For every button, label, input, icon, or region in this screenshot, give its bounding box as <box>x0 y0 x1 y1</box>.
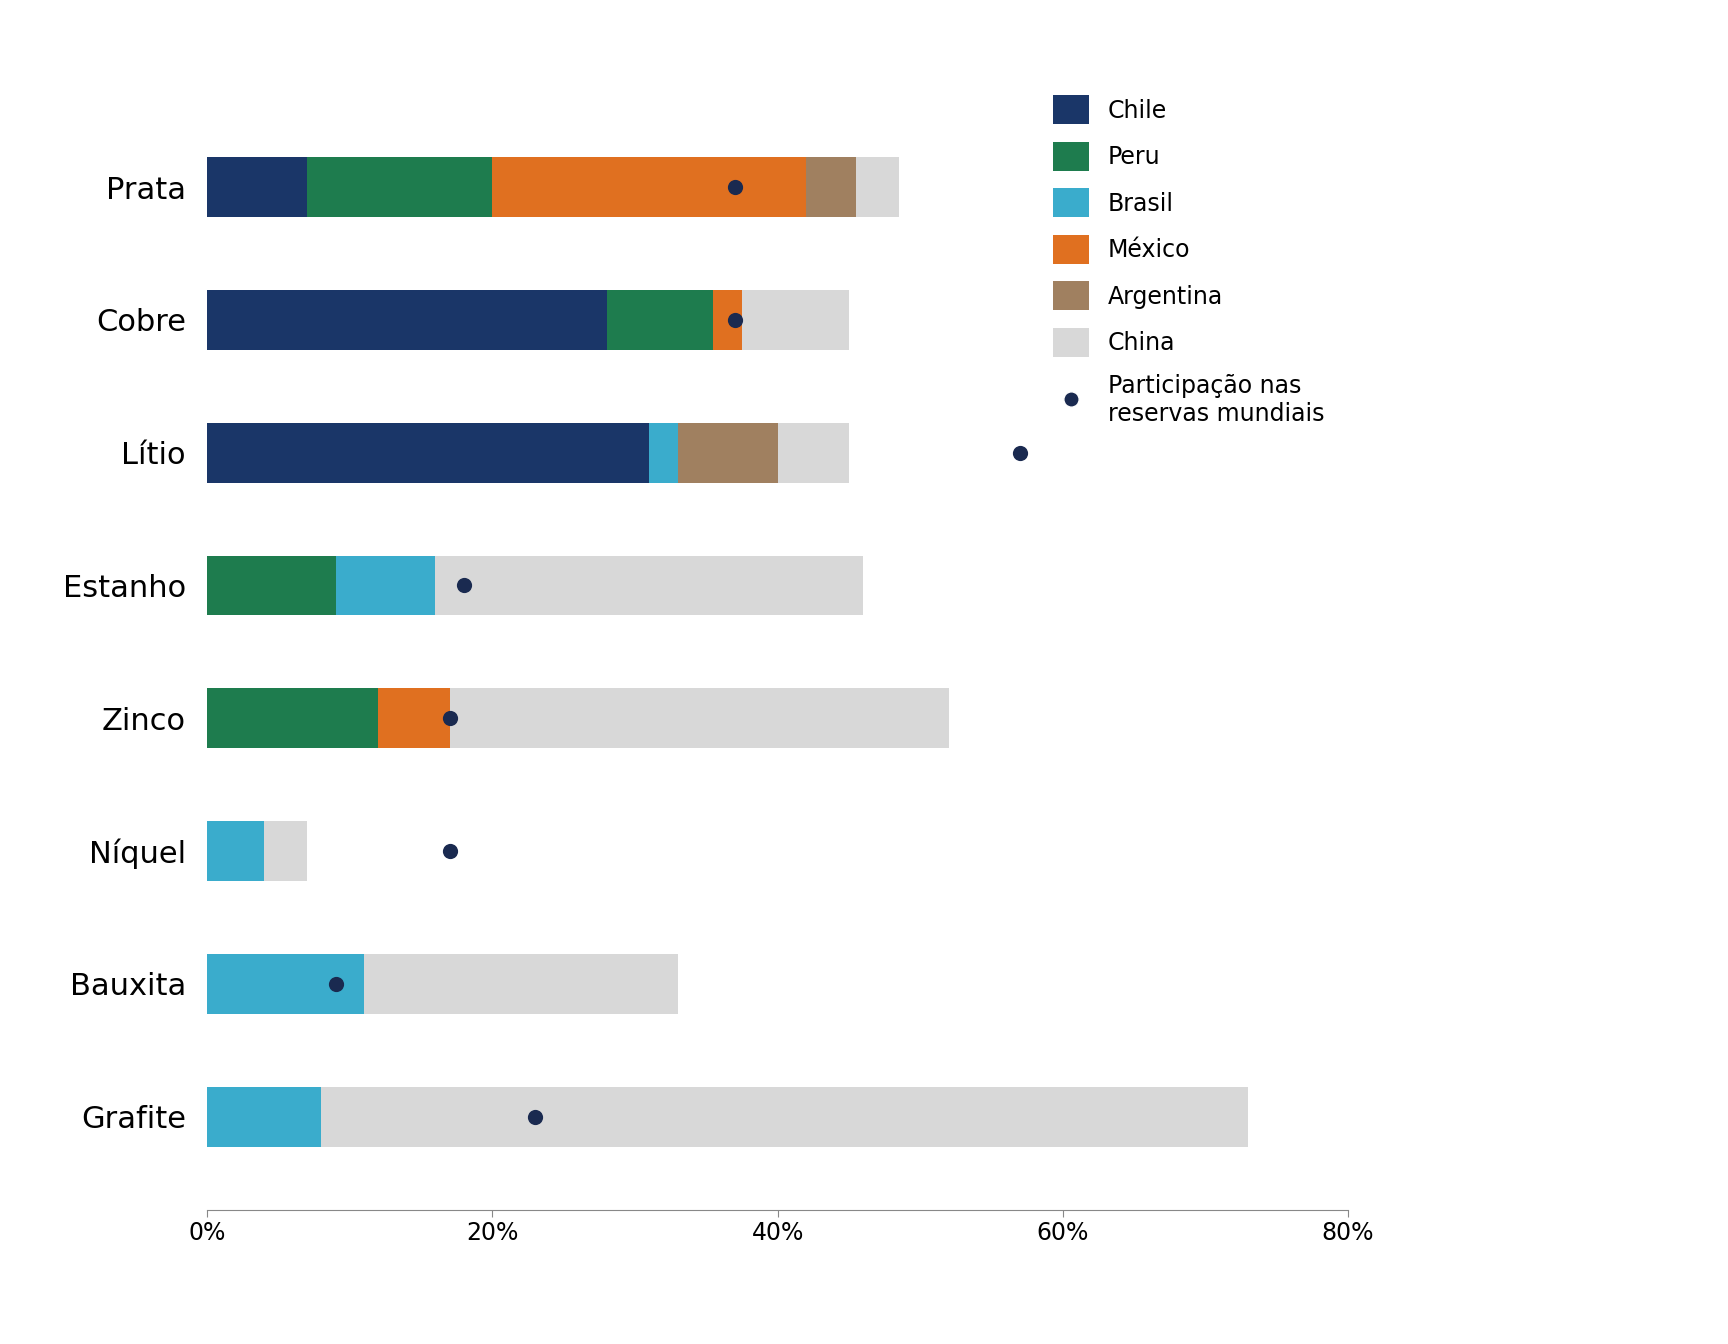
Point <box>449 575 477 597</box>
Bar <box>207 157 308 216</box>
Point <box>522 1106 550 1128</box>
Bar <box>650 423 677 482</box>
Bar <box>435 555 864 616</box>
Point <box>1006 442 1033 464</box>
Bar <box>677 423 778 482</box>
Bar <box>365 954 677 1013</box>
Bar <box>807 157 855 216</box>
Bar <box>778 423 848 482</box>
Bar <box>335 555 435 616</box>
Bar <box>607 290 714 349</box>
Point <box>721 176 748 198</box>
Point <box>435 840 463 862</box>
Bar <box>207 1087 321 1146</box>
Bar <box>855 157 899 216</box>
Legend: Chile, Peru, Brasil, México, Argentina, China, Participação nas
reservas mundiai: Chile, Peru, Brasil, México, Argentina, … <box>1042 83 1336 438</box>
Bar <box>378 688 449 749</box>
Bar <box>207 290 607 349</box>
Bar <box>449 688 949 749</box>
Bar <box>264 821 308 880</box>
Bar <box>714 290 741 349</box>
Point <box>721 309 748 331</box>
Bar <box>741 290 848 349</box>
Bar <box>207 954 365 1013</box>
Bar <box>321 1087 1248 1146</box>
Bar <box>207 555 335 616</box>
Point <box>321 973 349 995</box>
Bar <box>308 157 492 216</box>
Point <box>435 707 463 728</box>
Bar <box>492 157 805 216</box>
Bar <box>207 688 378 749</box>
Bar <box>207 423 650 482</box>
Bar <box>207 821 264 880</box>
